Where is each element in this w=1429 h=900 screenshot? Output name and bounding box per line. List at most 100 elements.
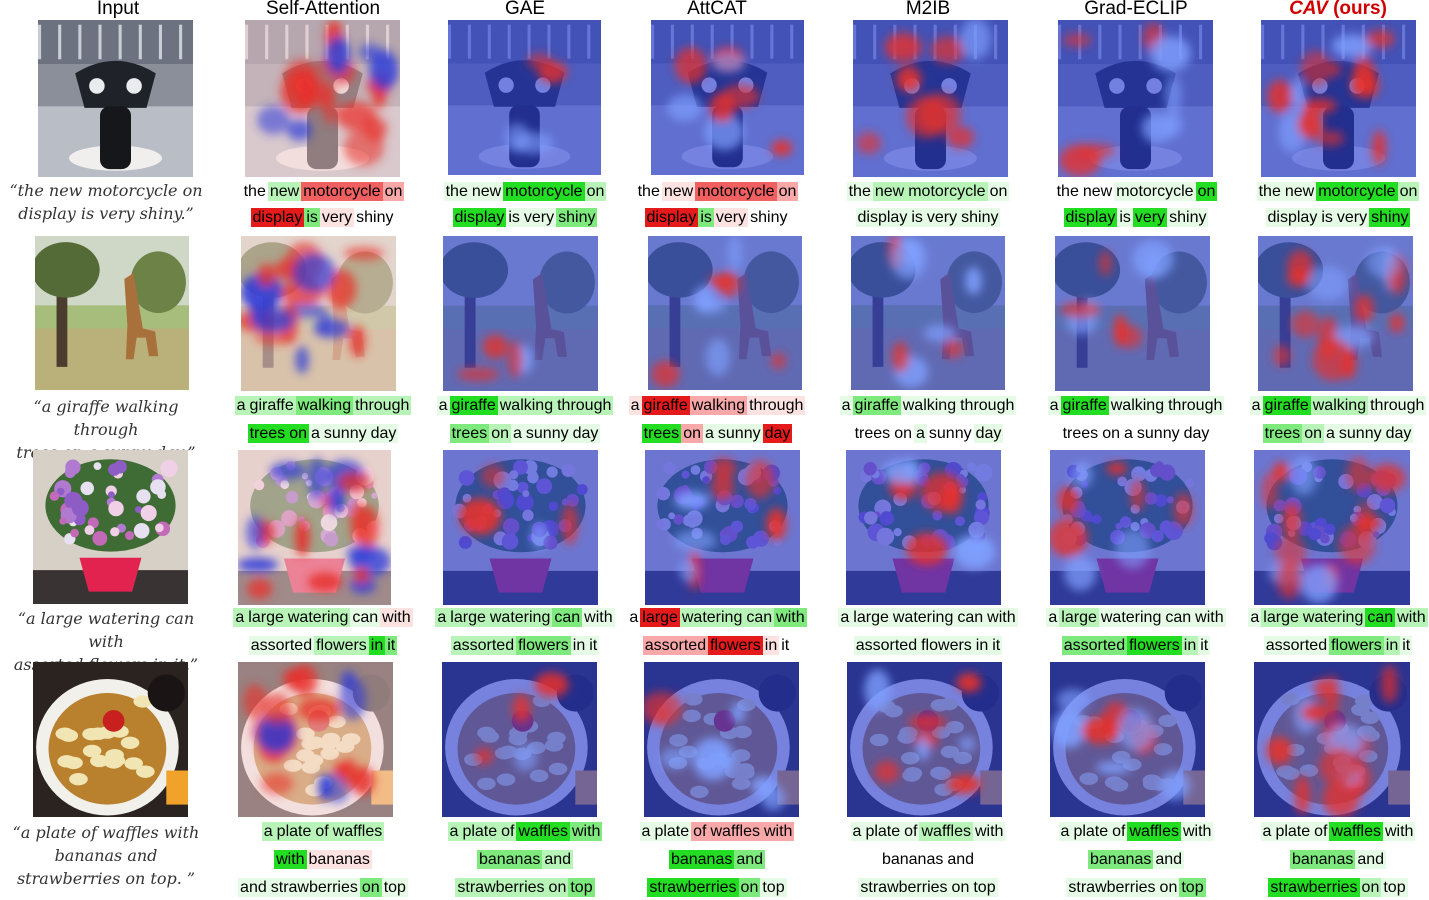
- token: a: [1249, 396, 1263, 415]
- token: on: [1102, 425, 1120, 442]
- token: assorted: [1061, 636, 1128, 655]
- token-attribution-line: a large watering can with: [607, 606, 827, 630]
- token: on: [1359, 878, 1382, 897]
- token-attribution-line: the new motorcycle on: [415, 180, 635, 204]
- token-attribution-line: a large watering can with: [1228, 606, 1429, 630]
- token: day: [1183, 425, 1210, 442]
- token: with: [762, 822, 795, 841]
- token: watering: [1098, 608, 1164, 627]
- token: and: [1153, 850, 1185, 869]
- token: shiny: [1369, 208, 1411, 227]
- token-attribution-line: bananas and: [818, 848, 1038, 872]
- token: plate: [863, 822, 903, 841]
- token-attribution-line: assorted flowers in it: [415, 634, 635, 658]
- token: with: [774, 608, 807, 627]
- token: top: [760, 878, 787, 897]
- token: a: [436, 396, 450, 415]
- token: new: [1082, 183, 1113, 200]
- token: motorcycle: [1316, 182, 1398, 201]
- token: a: [510, 424, 524, 443]
- token-attribution-line: a giraffe walking through: [818, 394, 1038, 418]
- token: strawberries: [455, 878, 547, 897]
- token: sunny: [523, 424, 571, 443]
- token: flowers: [1127, 636, 1182, 655]
- token: a: [628, 396, 642, 415]
- token: with: [380, 608, 413, 627]
- token: through: [353, 396, 412, 415]
- token: on: [949, 878, 972, 897]
- token: trees: [1262, 424, 1303, 443]
- token: display: [250, 208, 305, 227]
- token-attribution-line: assorted flowers in it: [213, 634, 433, 658]
- token: giraffe: [852, 396, 901, 415]
- token: on: [382, 182, 405, 201]
- token-attribution-line: a large watering can with: [818, 606, 1038, 630]
- token: the: [637, 183, 660, 200]
- token: in: [1181, 636, 1199, 655]
- token: giraffe: [449, 396, 498, 415]
- token: day: [570, 424, 601, 443]
- token: sunny: [1136, 425, 1180, 442]
- token: motorcycle: [301, 182, 383, 201]
- token: top: [381, 878, 408, 897]
- token: can: [350, 608, 381, 627]
- token: on: [1397, 182, 1420, 201]
- token-attribution-line: a large watering can with: [213, 606, 433, 630]
- token: a: [1123, 425, 1133, 442]
- token-attribution-line: a plate of waffles with: [1026, 820, 1246, 844]
- token-attribution-line: bananas and: [607, 848, 827, 872]
- saliency-map-image: [238, 450, 391, 605]
- token: it: [781, 637, 790, 654]
- token: walking: [689, 396, 748, 415]
- column-header: AttCAT: [687, 0, 747, 19]
- token: it: [990, 636, 1003, 655]
- token: is: [698, 208, 714, 227]
- saliency-map-image: [443, 450, 598, 605]
- token-attribution-line: a giraffe walking through: [1228, 394, 1429, 418]
- saliency-map-image: [648, 236, 802, 390]
- token: sunny: [715, 424, 763, 443]
- token: watering: [487, 608, 553, 627]
- token: giraffe: [1262, 396, 1311, 415]
- token: plate: [1071, 822, 1111, 841]
- token: a: [850, 822, 864, 841]
- token: waffles: [1127, 822, 1181, 841]
- token-attribution-line: a plate of waffles with: [607, 820, 827, 844]
- token: it: [587, 636, 600, 655]
- saliency-map-image: [238, 662, 393, 817]
- token: large: [1059, 608, 1099, 627]
- token: watering: [890, 608, 956, 627]
- token-attribution-line: a large watering can with: [415, 606, 635, 630]
- token: on: [489, 424, 511, 443]
- token: motorcycle: [695, 182, 777, 201]
- token: walking: [1310, 396, 1369, 415]
- token: a: [629, 609, 639, 626]
- token: waffles: [330, 822, 385, 841]
- token-attribution-line: assorted flowers in it: [607, 634, 827, 658]
- token: very: [924, 208, 960, 227]
- token: on: [1195, 182, 1218, 201]
- token: sunny: [928, 425, 972, 442]
- token: of: [691, 822, 709, 841]
- token: watering: [285, 608, 351, 627]
- token: trees: [247, 424, 288, 443]
- saliency-map-image: [851, 236, 1005, 390]
- token: walking: [900, 396, 959, 415]
- token: on: [738, 878, 761, 897]
- token: it: [385, 636, 398, 655]
- token-attribution-line: a giraffe walking through: [1026, 394, 1246, 418]
- token: assorted: [1263, 636, 1330, 655]
- token: in: [762, 636, 780, 655]
- token: and: [947, 851, 975, 868]
- token: large: [448, 608, 488, 627]
- token: day: [368, 424, 399, 443]
- token: walking: [295, 396, 354, 415]
- token-attribution-line: trees on a sunny day: [818, 422, 1038, 446]
- token: on: [584, 182, 607, 201]
- token: waffles: [1329, 822, 1383, 841]
- token-attribution-line: the new motorcycle on: [607, 180, 827, 204]
- token-attribution-line: the new motorcycle on: [818, 180, 1038, 204]
- saliency-map-image: [1258, 236, 1413, 391]
- token-attribution-line: with bananas: [213, 848, 433, 872]
- token: new: [469, 182, 504, 201]
